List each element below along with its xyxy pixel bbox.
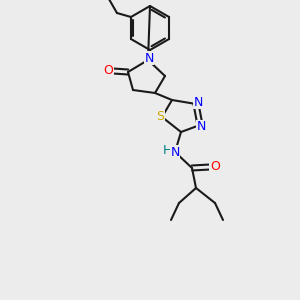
Text: O: O	[103, 64, 113, 77]
Text: O: O	[210, 160, 220, 173]
Text: N: N	[193, 95, 203, 109]
Text: H: H	[162, 143, 172, 157]
Text: N: N	[144, 52, 154, 64]
Text: N: N	[170, 146, 180, 158]
Text: S: S	[156, 110, 164, 122]
Text: N: N	[196, 121, 206, 134]
